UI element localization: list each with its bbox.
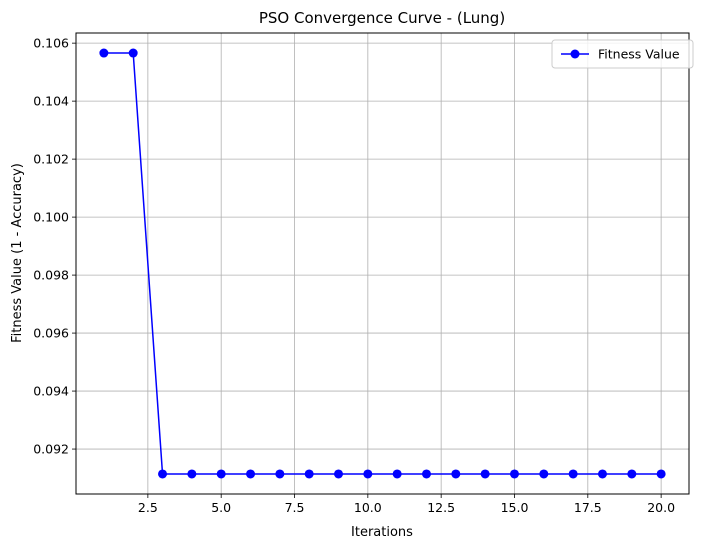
x-tick-label: 10.0 [354,500,382,515]
x-tick-label: 15.0 [501,500,529,515]
data-point [539,469,549,479]
data-point [656,469,666,479]
y-tick-label: 0.102 [33,152,69,167]
x-tick-label: 20.0 [647,500,675,515]
y-tick-label: 0.094 [33,384,69,399]
data-point [128,48,138,58]
y-tick-label: 0.098 [33,268,69,283]
grid [76,33,689,494]
x-axis-label: Iterations [351,525,413,540]
data-point [187,469,197,479]
data-point [421,469,431,479]
x-tick-label: 2.5 [138,500,158,515]
data-point [334,469,344,479]
data-point [304,469,314,479]
data-point [480,469,490,479]
series-line-fitness-value [103,52,662,475]
plot-frame [75,32,690,495]
y-tick-label: 0.106 [33,36,69,51]
data-point [363,469,373,479]
data-point [158,469,168,479]
x-tick-label: 17.5 [574,500,602,515]
x-axis-ticks: 2.5 5.0 7.5 10.0 12.5 15.0 17.5 20.0 [138,494,675,515]
x-tick-label: 12.5 [427,500,455,515]
legend-entry-fitness-value: Fitness Value [598,47,680,62]
y-tick-label: 0.096 [33,326,69,341]
chart-title: PSO Convergence Curve - (Lung) [259,9,505,27]
data-point [597,469,607,479]
y-tick-label: 0.092 [33,442,69,457]
series-layer [99,48,666,479]
data-point [275,469,285,479]
legend: Fitness Value [551,39,694,69]
data-point [99,48,109,58]
data-point [509,469,519,479]
data-point [451,469,461,479]
legend-box [551,39,694,69]
x-tick-label: 7.5 [285,500,305,515]
legend-marker-swatch [570,49,580,59]
y-axis-label: Fitness Value (1 - Accuracy) [10,163,25,343]
data-point [392,469,402,479]
data-point [568,469,578,479]
x-tick-label: 5.0 [211,500,231,515]
y-tick-label: 0.100 [33,210,69,225]
data-point [246,469,256,479]
data-point [627,469,637,479]
data-point [216,469,226,479]
y-tick-label: 0.104 [33,94,69,109]
y-axis-ticks: 0.092 0.094 0.096 0.098 0.100 0.102 0.104 0.106 [33,36,76,457]
